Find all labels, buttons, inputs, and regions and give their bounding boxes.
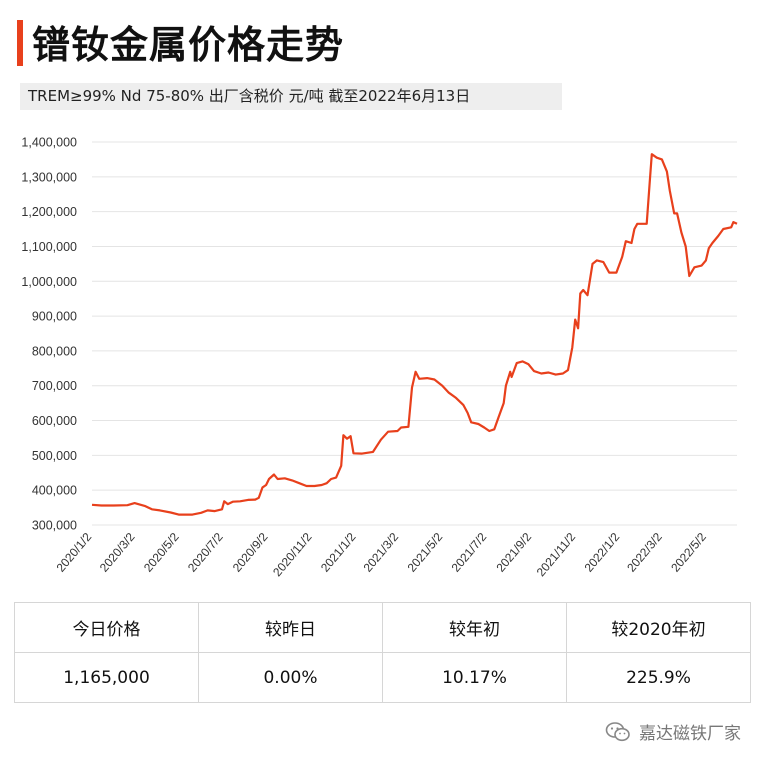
x-tick-label: 2022/3/2 [624,530,665,575]
y-tick-label: 1,100,000 [21,240,77,254]
stats-header-row: 今日价格 较昨日 较年初 较2020年初 [14,602,751,653]
y-tick-label: 500,000 [32,449,77,463]
x-axis-tick-labels: 2020/1/2 2020/3/2 2020/5/2 2020/7/2 2020/9/2… [54,530,710,579]
page-title: 镨钕金属价格走势 [32,23,345,67]
x-tick-label: 2021/9/2 [493,530,534,575]
footer-brand-label: 嘉达磁铁厂家 [639,724,741,744]
header-today-price: 今日价格 [14,602,199,653]
x-tick-label: 2020/5/2 [141,530,182,575]
x-tick-label: 2021/3/2 [361,530,402,575]
stats-value-row: 1,165,000 0.00% 10.17% 225.9% [14,652,751,703]
header-vs-year-start: 较年初 [382,602,567,653]
x-tick-label: 2020/9/2 [230,530,271,575]
price-series-line [91,153,738,516]
y-tick-label: 300,000 [32,519,77,533]
value-vs-yesterday: 0.00% [198,652,383,703]
chart-subtitle: TREM≥99% Nd 75-80% 出厂含税价 元/吨 截至2022年6月13… [20,83,562,110]
series-layer [91,153,738,516]
x-tick-label: 2020/3/2 [97,530,138,575]
title-accent-bar [17,20,23,66]
y-tick-label: 900,000 [32,310,77,324]
x-tick-label: 2020/1/2 [54,530,95,575]
price-line-chart: 300,000 400,000 500,000 600,000 700,000 800,0… [21,136,738,579]
value-vs-2020-start: 225.9% [566,652,751,703]
price-stats-table: 今日价格 较昨日 较年初 较2020年初 1,165,000 0.00% 10.… [14,602,751,703]
y-tick-label: 1,300,000 [21,170,77,184]
x-tick-label: 2020/11/2 [270,530,315,579]
y-axis-tick-labels: 300,000 400,000 500,000 600,000 700,000 800,0… [21,136,77,533]
y-tick-label: 1,000,000 [21,275,77,289]
x-tick-label: 2021/7/2 [449,530,490,575]
wechat-icon [605,721,630,741]
x-tick-label: 2021/11/2 [534,530,579,579]
header-vs-yesterday: 较昨日 [198,602,383,653]
y-tick-label: 800,000 [32,344,77,358]
value-today-price: 1,165,000 [14,652,199,703]
grid-lines [92,141,737,526]
x-tick-label: 2021/1/2 [318,530,359,575]
y-tick-label: 1,400,000 [21,136,77,150]
y-tick-label: 1,200,000 [21,205,77,219]
y-tick-label: 400,000 [32,484,77,498]
x-tick-label: 2021/5/2 [405,530,446,575]
x-tick-label: 2022/5/2 [668,530,709,575]
y-tick-label: 600,000 [32,414,77,428]
x-tick-label: 2022/1/2 [582,530,623,575]
header-vs-2020-start: 较2020年初 [566,602,751,653]
y-tick-label: 700,000 [32,379,77,393]
value-vs-year-start: 10.17% [382,652,567,703]
footer-brand: 嘉达磁铁厂家 [605,719,741,744]
x-tick-label: 2020/7/2 [185,530,226,575]
